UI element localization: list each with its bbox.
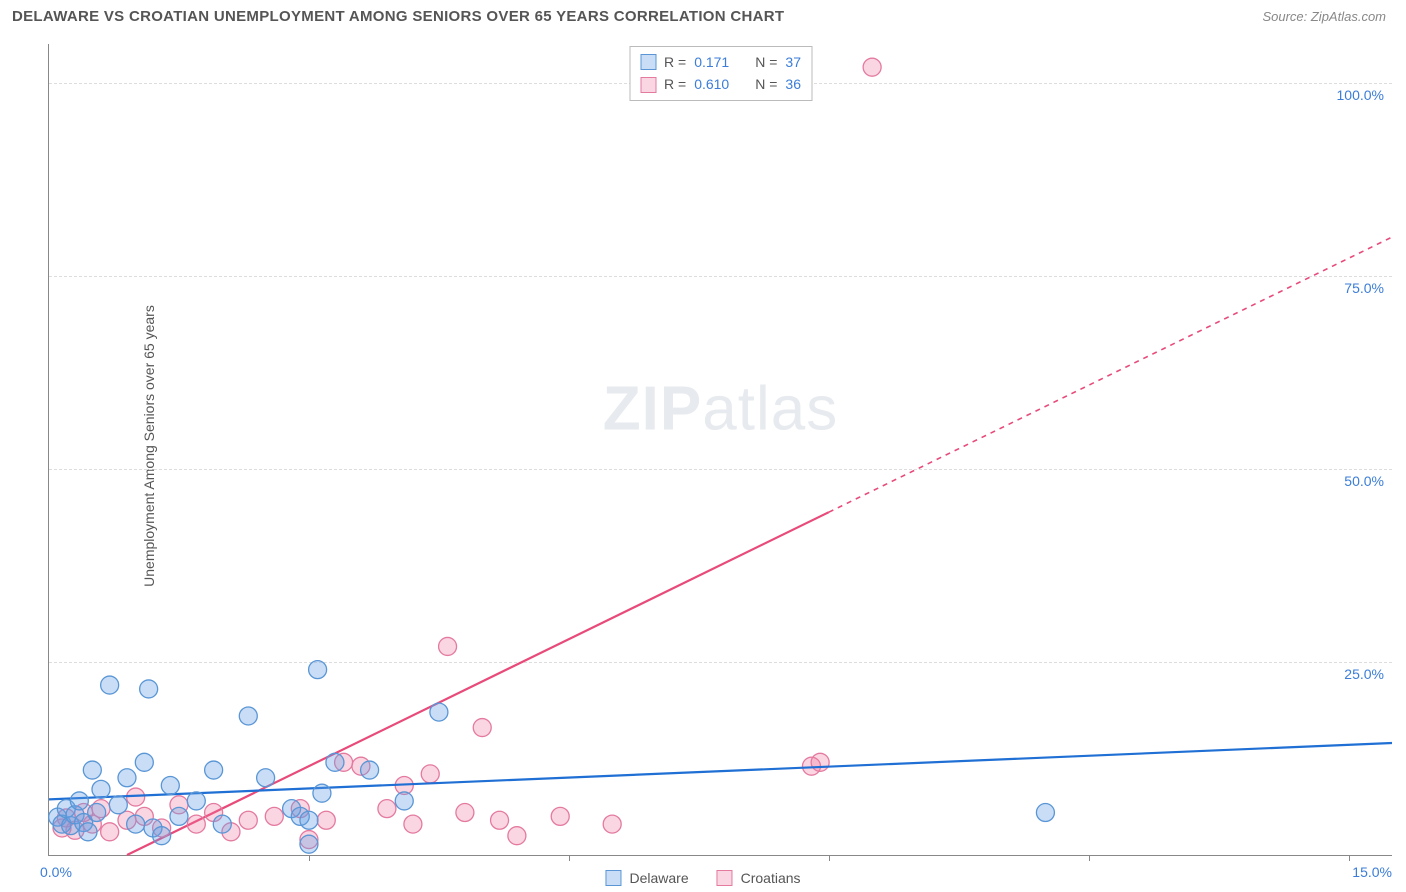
point-delaware [170, 807, 188, 825]
point-delaware [127, 815, 145, 833]
point-croatians [551, 807, 569, 825]
x-tick [309, 855, 310, 861]
point-croatians [187, 815, 205, 833]
point-croatians [101, 823, 119, 841]
point-delaware [161, 776, 179, 794]
point-delaware [430, 703, 448, 721]
point-croatians [811, 753, 829, 771]
chart-header: DELAWARE VS CROATIAN UNEMPLOYMENT AMONG … [0, 0, 1406, 29]
point-delaware [395, 792, 413, 810]
point-delaware [309, 661, 327, 679]
swatch-croatians-2 [717, 870, 733, 886]
trendline-delaware [49, 743, 1392, 799]
point-delaware [83, 761, 101, 779]
point-croatians [265, 807, 283, 825]
stats-row-delaware: R = 0.171 N = 37 [640, 51, 801, 73]
point-delaware [153, 827, 171, 845]
chart-title: DELAWARE VS CROATIAN UNEMPLOYMENT AMONG … [12, 8, 784, 25]
point-delaware [1036, 804, 1054, 822]
x-max-label: 15.0% [1352, 864, 1392, 880]
point-delaware [326, 753, 344, 771]
point-delaware [88, 804, 106, 822]
point-delaware [257, 769, 275, 787]
point-croatians [404, 815, 422, 833]
point-croatians [439, 637, 457, 655]
point-delaware [361, 761, 379, 779]
swatch-croatians [640, 77, 656, 93]
legend-item-delaware: Delaware [605, 870, 688, 886]
r-value-croatians: 0.610 [694, 73, 729, 95]
chart-source: Source: ZipAtlas.com [1262, 9, 1386, 24]
point-delaware [92, 780, 110, 798]
point-croatians [378, 800, 396, 818]
stats-legend: R = 0.171 N = 37 R = 0.610 N = 36 [629, 46, 812, 101]
point-delaware [109, 796, 127, 814]
point-delaware [239, 707, 257, 725]
point-croatians [456, 804, 474, 822]
point-croatians [239, 811, 257, 829]
n-value-delaware: 37 [785, 51, 801, 73]
scatter-svg [49, 44, 1392, 855]
point-croatians [863, 58, 881, 76]
point-delaware [213, 815, 231, 833]
point-delaware [140, 680, 158, 698]
stats-row-croatians: R = 0.610 N = 36 [640, 73, 801, 95]
point-croatians [473, 719, 491, 737]
series-legend: Delaware Croatians [605, 870, 800, 886]
x-tick [569, 855, 570, 861]
point-delaware [79, 823, 97, 841]
n-value-croatians: 36 [785, 73, 801, 95]
point-croatians [491, 811, 509, 829]
point-croatians [317, 811, 335, 829]
x-tick [1089, 855, 1090, 861]
point-delaware [118, 769, 136, 787]
point-delaware [187, 792, 205, 810]
swatch-delaware [640, 54, 656, 70]
point-croatians [508, 827, 526, 845]
trendline-croatians [127, 512, 829, 855]
point-croatians [603, 815, 621, 833]
legend-item-croatians: Croatians [717, 870, 801, 886]
point-delaware [70, 792, 88, 810]
point-delaware [205, 761, 223, 779]
point-delaware [300, 835, 318, 853]
point-croatians [421, 765, 439, 783]
point-delaware [313, 784, 331, 802]
swatch-delaware-2 [605, 870, 621, 886]
point-delaware [135, 753, 153, 771]
x-tick [1349, 855, 1350, 861]
x-min-label: 0.0% [40, 864, 72, 880]
x-tick [829, 855, 830, 861]
trendline-dashed-croatians [829, 237, 1392, 512]
chart-plot-area: ZIPatlas R = 0.171 N = 37 R = 0.610 N = … [48, 44, 1392, 856]
r-value-delaware: 0.171 [694, 51, 729, 73]
point-delaware [300, 811, 318, 829]
point-delaware [101, 676, 119, 694]
